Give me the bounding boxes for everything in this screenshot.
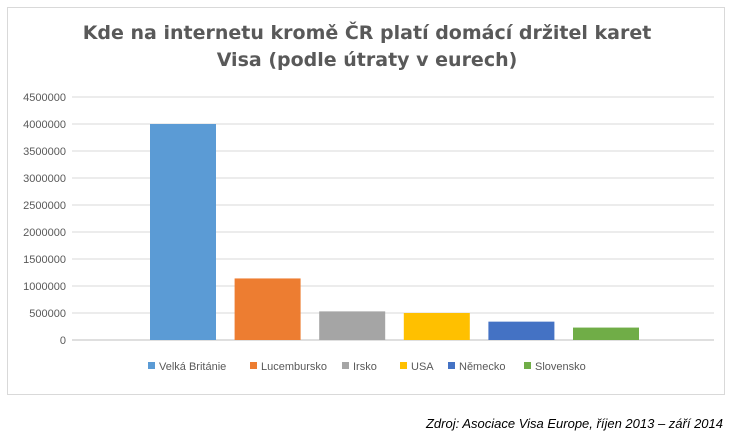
bar-chart: 0 500000 1000000 1500000 2000000 2500000 30000… [23, 92, 714, 373]
y-tick-label: 0 [60, 335, 66, 347]
legend-swatch [148, 362, 155, 369]
legend-label: Německo [459, 361, 505, 373]
chart-title: Kde na internetu kromě ČR platí domácí d… [8, 20, 726, 74]
y-tick-label: 2500000 [23, 200, 66, 212]
legend-label: Velká Británie [159, 361, 226, 373]
legend-label: Lucembursko [261, 361, 327, 373]
bar-1 [150, 124, 216, 340]
chart-title-line-1: Kde na internetu kromě ČR platí domácí d… [82, 22, 652, 44]
legend-swatch [342, 362, 349, 369]
bar-2 [234, 278, 301, 340]
y-tick-label: 1500000 [23, 254, 66, 266]
source-note: Zdroj: Asociace Visa Europe, říjen 2013 … [425, 416, 723, 431]
y-tick-label: 4500000 [23, 92, 66, 104]
y-tick-label: 1000000 [23, 281, 66, 293]
legend-swatch [250, 362, 257, 369]
legend-label: Slovensko [535, 361, 586, 373]
y-tick-label: 3000000 [23, 173, 66, 185]
legend-swatch [524, 362, 531, 369]
legend-label: Irsko [353, 361, 377, 373]
y-tick-label: 2000000 [23, 227, 66, 239]
chart-frame: Kde na internetu kromě ČR platí domácí d… [7, 7, 725, 395]
legend-swatch [400, 362, 407, 369]
bar-4 [403, 313, 470, 340]
y-tick-label: 4000000 [23, 119, 66, 131]
legend-swatch [448, 362, 455, 369]
bar-5 [488, 321, 555, 340]
bar-6 [573, 327, 639, 340]
legend-label: USA [411, 361, 434, 373]
bar-3 [319, 311, 386, 340]
y-tick-label: 500000 [29, 308, 66, 320]
chart-title-line-2: Visa (podle útraty v eurech) [216, 49, 518, 71]
y-tick-label: 3500000 [23, 146, 66, 158]
